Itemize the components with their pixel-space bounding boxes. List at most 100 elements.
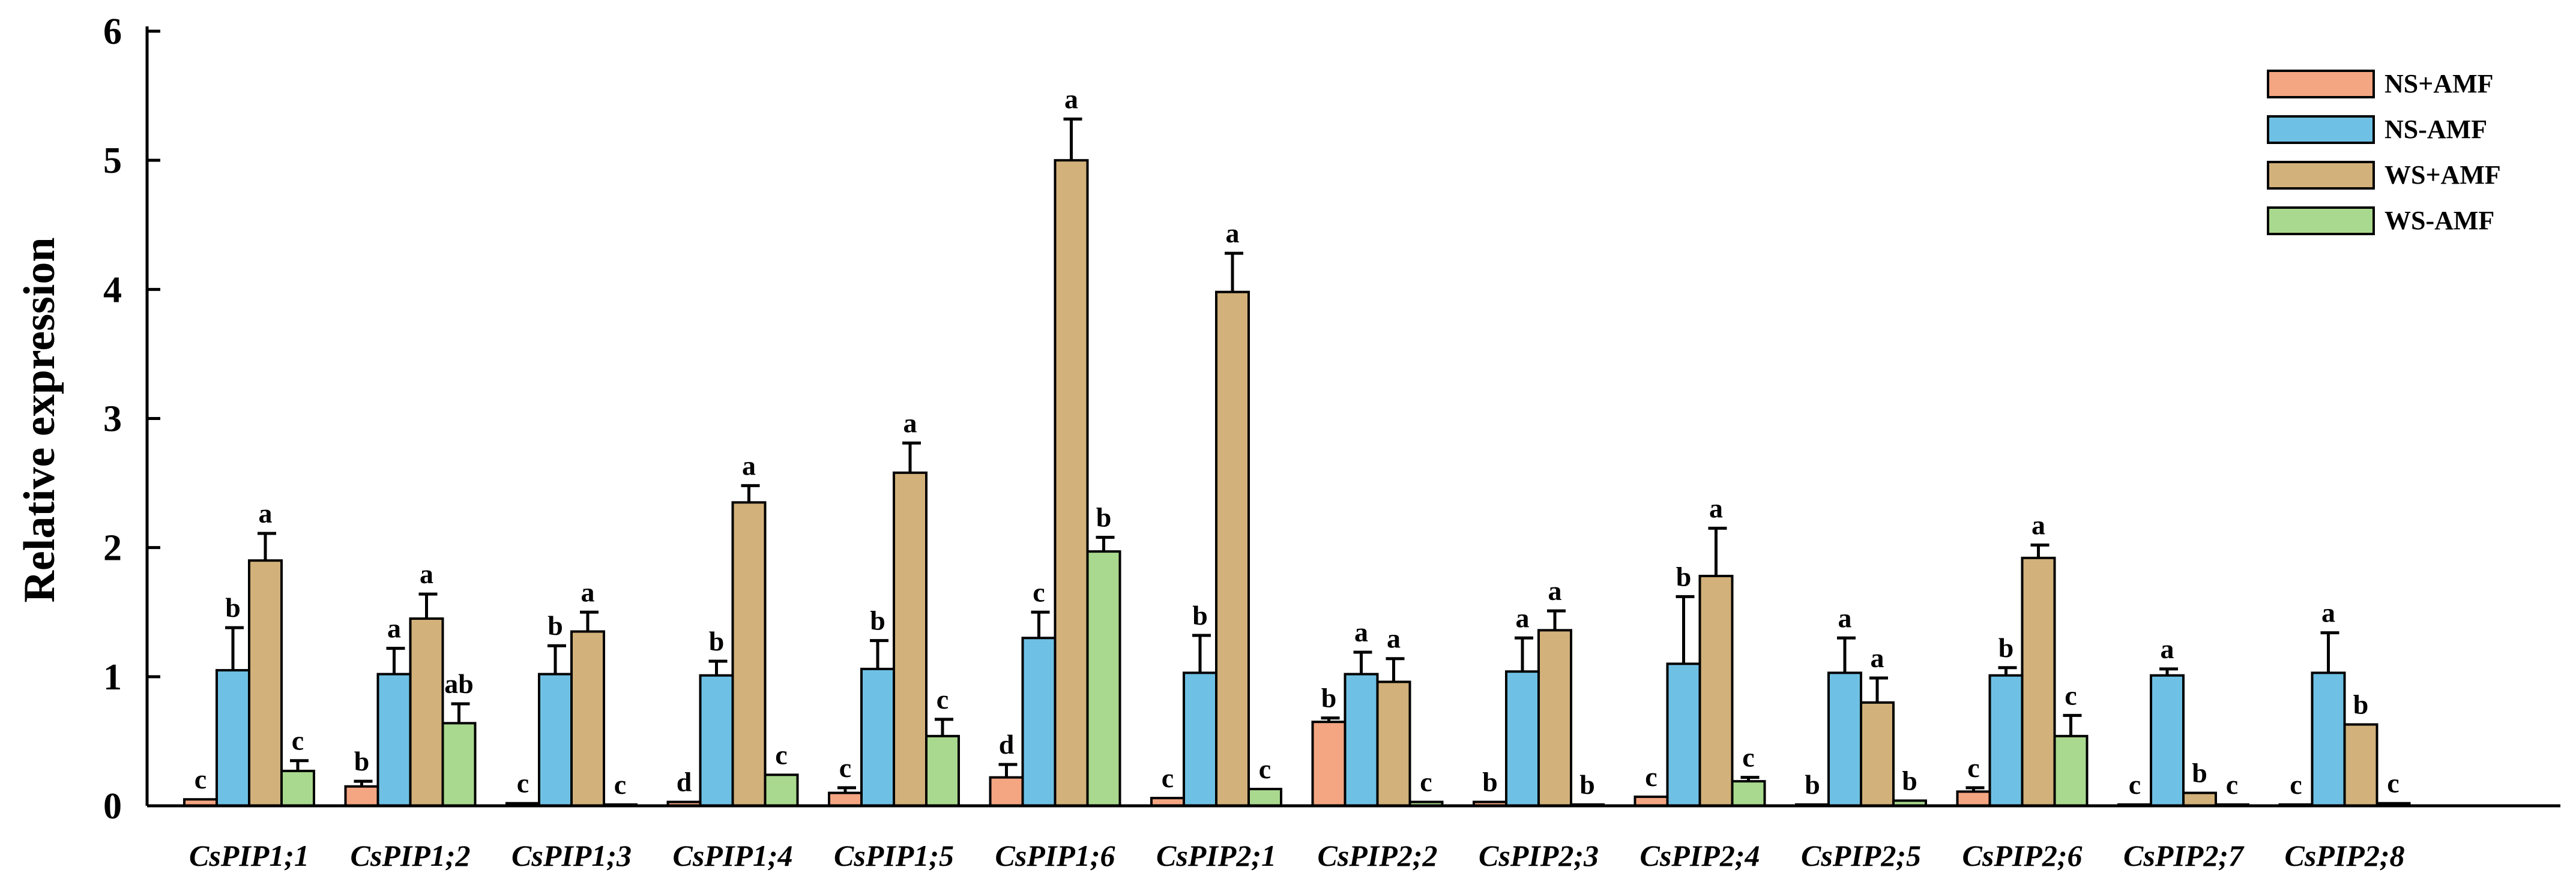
sig-letter-ws-amf-cspip1-3: c (614, 769, 626, 800)
sig-letter-ws-amf-cspip2-2: a (1387, 623, 1401, 654)
sig-letter-ns-amf-cspip1-1: b (225, 592, 241, 623)
y-tick-label-6: 6 (103, 11, 122, 52)
bar-ws-amf-cspip1-3 (570, 630, 605, 808)
sig-letter-ns-amf-cspip2-6: b (1998, 632, 2014, 663)
sig-letter-ws-amf-cspip2-8: b (2353, 689, 2369, 719)
bar-ws-amf-cspip2-8 (2343, 723, 2378, 807)
sig-letter-ns-amf-cspip2-2: a (1354, 617, 1368, 647)
sig-letter-ns-amf-cspip1-3: c (517, 768, 529, 799)
sig-letter-ws-amf-cspip1-2: ab (444, 668, 474, 699)
x-tick-label-cspip1-2: CsPIP1;2 (351, 839, 471, 872)
x-tick-label-cspip1-3: CsPIP1;3 (511, 839, 632, 872)
sig-letter-ws-amf-cspip1-3: a (581, 577, 595, 607)
sig-letter-ws-amf-cspip1-4: c (775, 739, 787, 770)
bar-ns-amf-cspip1-6 (1021, 637, 1057, 807)
sig-letter-ns-amf-cspip1-3: b (547, 610, 563, 641)
axes-layer: 0 1 2 3 4 5 6 CsPIP1;1 CsPIP1;2 CsPIP1;3 CsPIP1;4 C… (103, 11, 2560, 872)
bar-ns-amf-cspip2-6 (1956, 790, 1991, 807)
legend-label-ws-amf: WS-AMF (2384, 206, 2494, 235)
bar-ws-amf-cspip2-4 (1698, 575, 1734, 808)
sig-letter-ns-amf-cspip2-1: c (1162, 763, 1174, 793)
sig-letter-ns-amf-cspip2-2: b (1321, 683, 1337, 713)
sig-letter-ns-amf-cspip2-5: a (1838, 602, 1852, 633)
legend-swatch-ns-amf (2267, 115, 2375, 144)
sig-letter-ws-amf-cspip2-6: a (2032, 509, 2045, 540)
sig-letter-ws-amf-cspip1-1: c (292, 725, 304, 756)
bar-ns-amf-cspip2-2 (1311, 721, 1347, 808)
bar-ws-amf-cspip2-5 (1860, 701, 1895, 808)
bar-ws-amf-cspip1-1 (280, 769, 315, 808)
bar-ws-amf-cspip1-5 (925, 734, 960, 808)
bar-ns-amf-cspip1-1 (216, 669, 250, 807)
y-tick-label-5: 5 (103, 140, 122, 181)
legend-label-ns-amf: NS-AMF (2384, 115, 2487, 144)
bar-ns-amf-cspip2-8 (2311, 671, 2346, 807)
bar-ws-amf-cspip1-4 (764, 773, 799, 807)
sig-letter-ns-amf-cspip1-1: c (195, 764, 207, 794)
sig-letter-ws-amf-cspip2-7: c (2226, 769, 2238, 800)
bar-ns-amf-cspip1-5 (860, 667, 895, 807)
legend-swatch-ns-amf (2267, 70, 2375, 98)
bar-ws-amf-cspip2-1 (1247, 788, 1282, 807)
bar-ws-amf-cspip2-6 (2053, 734, 2089, 808)
bar-ns-amf-cspip2-2 (1344, 673, 1379, 808)
bar-ns-amf-cspip2-5 (1827, 671, 1862, 807)
bar-ws-amf-cspip2-1 (1215, 290, 1250, 807)
legend: NS+AMF NS-AMF WS+AMF WS-AMF (2267, 69, 2501, 235)
bar-ns-amf-cspip2-3 (1505, 670, 1540, 808)
x-tick-label-cspip1-5: CsPIP1;5 (834, 839, 954, 872)
sig-letter-ws-amf-cspip2-5: b (1902, 765, 1917, 796)
x-tick-label-cspip2-1: CsPIP2;1 (1156, 839, 1276, 872)
bar-ns-amf-cspip1-3 (538, 673, 573, 808)
sig-letter-ns-amf-cspip2-4: c (1645, 761, 1657, 792)
bar-ws-amf-cspip2-3 (1537, 629, 1572, 807)
x-tick-label-cspip2-5: CsPIP2;5 (1801, 839, 1921, 872)
sig-letter-ns-amf-cspip1-4: b (709, 626, 725, 656)
x-tick-label-cspip2-6: CsPIP2;6 (1962, 839, 2083, 872)
bar-ws-amf-cspip1-1 (248, 559, 283, 808)
sig-letter-ws-amf-cspip1-4: a (742, 450, 756, 481)
bar-ns-amf-cspip2-1 (1183, 671, 1217, 807)
bar-ws-amf-cspip2-7 (2182, 791, 2217, 807)
bar-ws-amf-cspip1-2 (441, 722, 477, 807)
bar-ws-amf-cspip1-2 (409, 617, 444, 807)
sig-letter-ns-amf-cspip2-6: c (1967, 752, 1979, 783)
y-tick-label-4: 4 (103, 269, 122, 310)
legend-swatch-ws-amf (2267, 161, 2375, 190)
sig-letter-ws-amf-cspip2-4: a (1709, 493, 1723, 523)
sig-letter-ns-amf-cspip1-6: d (999, 729, 1015, 760)
bar-ns-amf-cspip1-4 (699, 674, 734, 807)
sig-letter-ws-amf-cspip2-5: a (1871, 643, 1884, 673)
y-axis-title: Relative expression (15, 237, 64, 602)
sig-letter-ns-amf-cspip1-4: d (677, 767, 692, 797)
sig-letter-ns-amf-cspip1-2: a (387, 613, 401, 643)
legend-label-ws-amf: WS+AMF (2384, 160, 2501, 190)
sig-letter-ws-amf-cspip2-6: c (2065, 680, 2077, 710)
sig-letter-ws-amf-cspip1-6: a (1064, 83, 1078, 114)
y-tick-label-0: 0 (103, 786, 122, 827)
sig-letter-ns-amf-cspip2-3: b (1482, 767, 1498, 797)
x-tick-label-cspip1-1: CsPIP1;1 (189, 839, 309, 872)
sig-letter-ws-amf-cspip1-5: a (903, 407, 917, 438)
bar-ws-amf-cspip1-6 (1054, 159, 1089, 808)
bar-ns-amf-cspip1-6 (989, 776, 1024, 807)
sig-letter-ns-amf-cspip2-3: a (1516, 602, 1530, 633)
sig-letter-ns-amf-cspip1-5: b (870, 605, 885, 636)
x-tick-label-cspip1-6: CsPIP1;6 (995, 839, 1115, 872)
bar-ns-amf-cspip1-5 (828, 791, 863, 807)
sig-letter-ws-amf-cspip2-7: b (2192, 757, 2207, 788)
sig-letter-ws-amf-cspip1-5: c (937, 684, 949, 715)
sig-letter-ws-amf-cspip1-6: b (1096, 502, 1112, 532)
sig-letter-ns-amf-cspip2-7: a (2161, 634, 2174, 664)
bar-ws-amf-cspip2-2 (1376, 680, 1411, 807)
sig-letter-ws-amf-cspip2-8: c (2387, 768, 2399, 799)
bar-ns-amf-cspip1-2 (376, 673, 412, 808)
sig-letter-ws-amf-cspip2-1: a (1226, 218, 1240, 248)
sig-letter-ns-amf-cspip2-1: b (1192, 600, 1208, 631)
bar-ws-amf-cspip1-4 (731, 501, 767, 807)
x-tick-label-cspip2-4: CsPIP2;4 (1640, 839, 1760, 872)
bar-ns-amf-cspip2-4 (1666, 662, 1701, 807)
bar-ns-amf-cspip2-7 (2150, 674, 2185, 807)
